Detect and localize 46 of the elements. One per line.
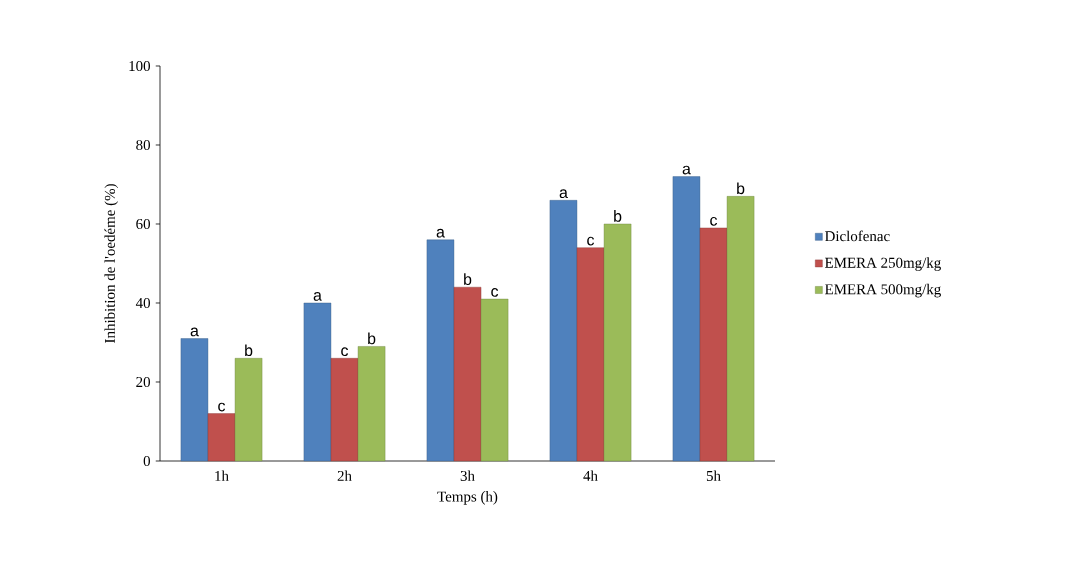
bar (234, 358, 263, 462)
annotation: a (313, 292, 322, 301)
legend-label: Diclofenac (825, 230, 890, 242)
bar (303, 302, 332, 462)
x-tick-label: 5h (706, 470, 721, 481)
y-tick-label: 60 (136, 218, 150, 230)
annotation: c (587, 236, 595, 246)
annotation: c (218, 402, 226, 412)
x-tick-label: 4h (583, 470, 598, 481)
y-tick-label: 40 (135, 297, 150, 309)
annotation: c (491, 288, 499, 297)
x-tick-label: 2h (337, 470, 352, 481)
legend-label: EMERA 500mg/kg (825, 283, 941, 298)
bar (207, 413, 236, 462)
bar (726, 196, 755, 462)
x-axis-title: Temps (h) (437, 491, 498, 505)
y-tick-label: 20 (136, 376, 150, 388)
bar (480, 298, 509, 462)
y-tick-label: 100 (129, 60, 150, 72)
bar (180, 338, 209, 462)
annotation: b (245, 344, 253, 357)
annotation: c (710, 217, 718, 226)
bar (357, 346, 386, 462)
y-axis-title: Inhibition de l'oedéme (%) (104, 184, 118, 343)
annotation: b (464, 273, 472, 286)
y-tick-label: 80 (136, 139, 150, 151)
annotation: a (190, 327, 199, 337)
annotation: b (737, 182, 745, 195)
annotation: b (368, 332, 376, 345)
annotation: a (436, 228, 445, 238)
annotation: b (614, 210, 622, 222)
bar (426, 239, 455, 462)
bar (672, 176, 701, 462)
annotation: a (559, 189, 568, 199)
x-tick-label: 1h (215, 470, 229, 481)
annotation: a (682, 165, 691, 175)
legend-label: EMERA 250mg/kg (825, 257, 941, 271)
bar (576, 247, 605, 462)
y-tick-label: 0 (143, 455, 150, 467)
bar (603, 223, 632, 462)
bar (549, 200, 578, 462)
bar (699, 227, 728, 462)
bar (453, 287, 482, 462)
annotation: c (341, 347, 349, 357)
x-tick-label: 3h (460, 470, 475, 481)
bar (330, 358, 359, 462)
